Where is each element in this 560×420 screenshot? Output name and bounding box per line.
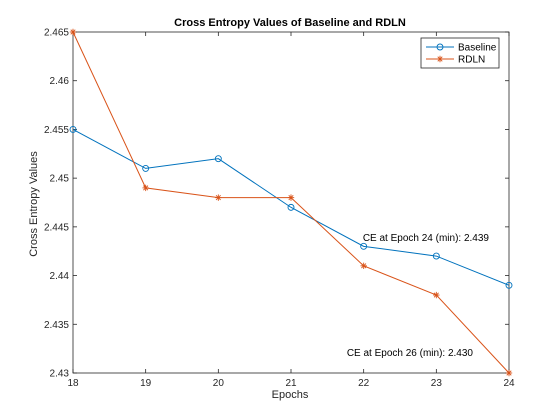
x-tick-label: 18 xyxy=(67,378,79,389)
data-point xyxy=(360,262,367,270)
y-tick-label: 2.43 xyxy=(50,369,70,380)
series-line-baseline xyxy=(72,128,510,286)
annotations: CE at Epoch 24 (min): 2.439 CE at Epoch 2… xyxy=(347,233,490,359)
data-point xyxy=(142,184,149,192)
x-tick-label: 19 xyxy=(140,378,152,389)
chart-title: Cross Entropy Values of Baseline and RDL… xyxy=(174,17,406,29)
data-point xyxy=(436,43,444,51)
legend-label: Baseline xyxy=(458,43,497,54)
legend-label: RDLN xyxy=(458,55,485,66)
x-tick-label: 21 xyxy=(285,378,297,389)
plot-area xyxy=(72,31,510,374)
y-tick-label: 2.45 xyxy=(50,174,70,185)
data-point xyxy=(215,194,222,201)
data-point xyxy=(287,194,295,201)
data-point xyxy=(433,291,440,299)
data-point xyxy=(432,252,440,260)
series-baseline xyxy=(69,125,513,289)
y-axis-label: Cross Entropy Values xyxy=(28,151,40,257)
annotation-text: CE at Epoch 24 (min): 2.439 xyxy=(363,233,490,244)
y-tick-label: 2.46 xyxy=(50,76,70,87)
series-lines xyxy=(69,28,513,377)
y-tick-label: 2.435 xyxy=(44,320,69,331)
x-tick-label: 22 xyxy=(358,378,370,389)
x-tick-label: 23 xyxy=(431,378,443,389)
legend-item-rdln: RDLN xyxy=(426,55,485,66)
data-point xyxy=(69,125,77,133)
series-rdln xyxy=(69,28,513,377)
y-tick-label: 2.44 xyxy=(50,271,70,282)
y-tick-label: 2.465 xyxy=(44,28,69,39)
data-point xyxy=(287,203,295,211)
x-axis-label: Epochs xyxy=(272,389,309,401)
y-tick-label: 2.445 xyxy=(44,222,69,233)
x-tick-label: 20 xyxy=(213,378,225,389)
data-point xyxy=(360,242,368,250)
legend-item-baseline: Baseline xyxy=(426,43,497,54)
data-point xyxy=(505,369,513,377)
data-point xyxy=(214,155,222,163)
data-point xyxy=(505,281,513,289)
data-point xyxy=(142,164,150,172)
axis-ticks: 18 19 20 21 22 23 24 2.43 2.435 2.44 2.445 2.45 2.45… xyxy=(44,28,515,390)
annotation-text: CE at Epoch 26 (min): 2.430 xyxy=(347,348,474,359)
x-tick-label: 24 xyxy=(503,378,515,389)
data-point xyxy=(436,55,444,63)
y-tick-label: 2.455 xyxy=(44,125,69,136)
data-point xyxy=(69,28,77,36)
legend-box xyxy=(420,37,500,69)
